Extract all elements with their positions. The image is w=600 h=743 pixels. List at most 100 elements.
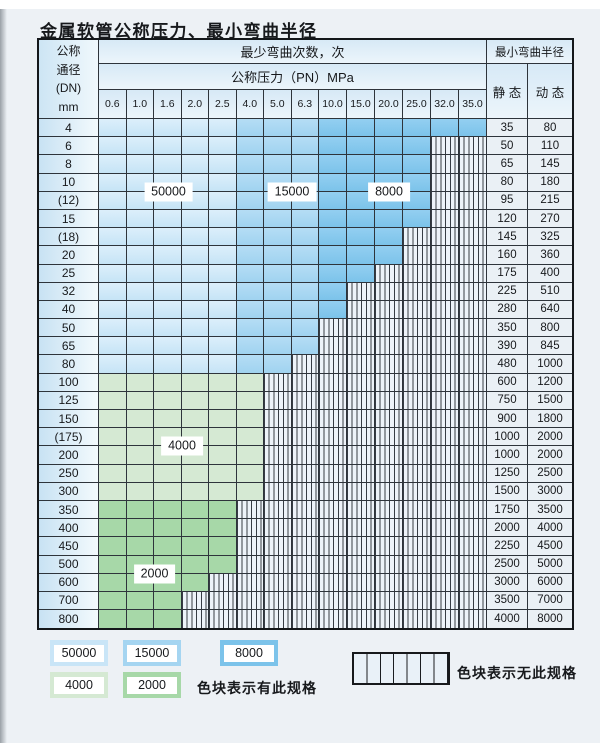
dn-cell: 600 (39, 573, 99, 592)
no-spec-cell (403, 337, 431, 356)
no-spec-cell (459, 428, 487, 447)
no-spec-cell (431, 228, 459, 247)
spec-cell (375, 119, 403, 138)
no-spec-cell (403, 264, 431, 283)
dn-cell: 300 (39, 482, 99, 501)
spec-cell (264, 282, 292, 301)
no-spec-cell (291, 446, 319, 465)
dn-cell: 125 (39, 391, 99, 410)
spec-cell (99, 155, 127, 174)
spec-cell (236, 446, 264, 465)
static-value: 480 (487, 355, 528, 374)
bend-cycles-header: 最少弯曲次数，次 (99, 40, 487, 64)
spec-cell (209, 300, 237, 320)
no-spec-cell (291, 537, 319, 556)
spec-cell (209, 246, 237, 265)
spec-cell (209, 137, 237, 156)
spec-cell (209, 500, 237, 520)
spec-cell (154, 300, 182, 320)
spec-cell (291, 228, 319, 247)
spec-cell (154, 519, 182, 538)
dynamic-value: 3000 (528, 482, 572, 501)
spec-cell (181, 155, 209, 174)
dynamic-value: 325 (528, 228, 572, 247)
dn-cell: 4 (39, 119, 99, 138)
spec-cell (99, 482, 127, 501)
dn-cell: 100 (39, 373, 99, 392)
legend-hatch-swatch (352, 652, 450, 685)
spec-cell (375, 228, 403, 247)
pressure-header: 公称压力（PN）MPa (99, 64, 487, 90)
no-spec-cell (459, 300, 487, 320)
no-spec-cell (319, 555, 347, 574)
spec-cell (126, 337, 154, 356)
spec-cell (264, 337, 292, 356)
spec-cell (209, 119, 237, 138)
spec-count-label-50000: 50000 (144, 182, 193, 202)
spec-cell (347, 209, 375, 229)
spec-cell (209, 373, 237, 392)
dynamic-value: 215 (528, 191, 572, 210)
no-spec-cell (319, 464, 347, 483)
static-value: 145 (487, 228, 528, 247)
spec-cell (264, 228, 292, 247)
no-spec-cell (403, 355, 431, 374)
pressure-tick: 25.0 (403, 90, 431, 119)
no-spec-cell (291, 391, 319, 410)
no-spec-cell (375, 519, 403, 538)
spec-cell (126, 264, 154, 283)
left-edge-shadow (0, 9, 7, 743)
spec-cell (209, 555, 237, 574)
no-spec-cell (319, 500, 347, 520)
static-value: 900 (487, 410, 528, 429)
spec-cell (181, 264, 209, 283)
legend-label-8000: 8000 (224, 644, 274, 662)
no-spec-cell (459, 391, 487, 410)
spec-cell (181, 209, 209, 229)
no-spec-cell (403, 428, 431, 447)
no-spec-cell (291, 591, 319, 611)
no-spec-cell (375, 610, 403, 629)
no-spec-cell (459, 446, 487, 465)
spec-cell (347, 155, 375, 174)
spec-cell (264, 209, 292, 229)
spec-cell (403, 137, 431, 156)
legend-swatch-4000: 4000 (50, 672, 108, 698)
spec-cell (319, 228, 347, 247)
no-spec-cell (431, 209, 459, 229)
dn-cell: 32 (39, 282, 99, 301)
no-spec-cell (347, 555, 375, 574)
legend-label-50000: 50000 (54, 644, 104, 662)
spec-cell (99, 410, 127, 429)
spec-cell (209, 464, 237, 483)
dn-header: 公称 通径 (DN) mm (39, 40, 99, 119)
no-spec-cell (459, 319, 487, 338)
spec-cell (181, 119, 209, 138)
spec-cell (403, 155, 431, 174)
no-spec-cell (209, 591, 237, 611)
dynamic-value: 2000 (528, 446, 572, 465)
spec-cell (236, 228, 264, 247)
no-spec-cell (403, 246, 431, 265)
spec-cell (99, 300, 127, 320)
spec-cell (154, 610, 182, 629)
spec-cell (375, 209, 403, 229)
spec-cell (236, 319, 264, 338)
static-value: 95 (487, 191, 528, 210)
no-spec-cell (264, 610, 292, 629)
no-spec-cell (291, 610, 319, 629)
dn-cell: 150 (39, 410, 99, 429)
spec-cell (375, 155, 403, 174)
pressure-tick: 35.0 (459, 90, 487, 119)
no-spec-cell (459, 555, 487, 574)
dn-cell: 350 (39, 500, 99, 520)
spec-cell (154, 482, 182, 501)
no-spec-cell (319, 355, 347, 374)
spec-cell (99, 573, 127, 592)
no-spec-cell (347, 282, 375, 301)
spec-cell (264, 137, 292, 156)
no-spec-cell (431, 300, 459, 320)
dn-cell: 250 (39, 464, 99, 483)
spec-cell (236, 300, 264, 320)
spec-cell (126, 246, 154, 265)
